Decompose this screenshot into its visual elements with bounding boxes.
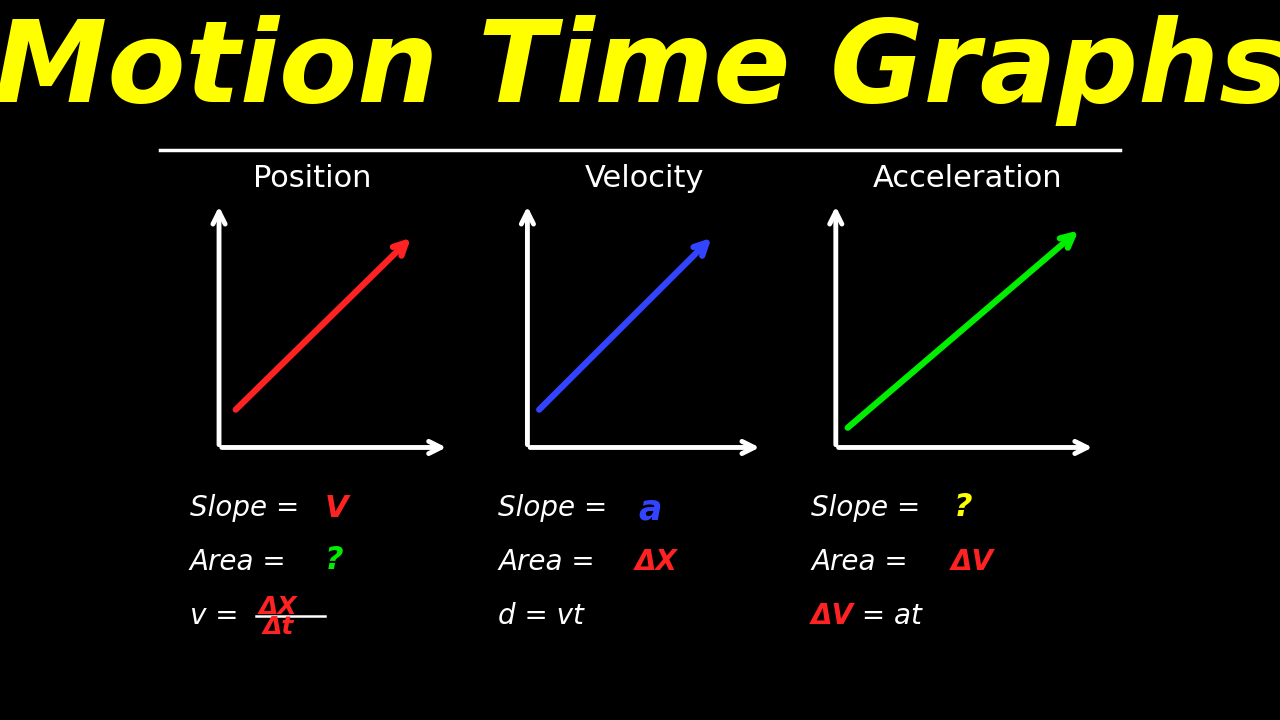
Text: d = vt: d = vt: [498, 602, 584, 630]
Text: ?: ?: [954, 492, 972, 523]
Text: Position: Position: [252, 164, 371, 193]
Text: Slope =: Slope =: [498, 495, 616, 523]
Text: v =: v =: [189, 602, 247, 630]
Text: Motion Time Graphs: Motion Time Graphs: [0, 15, 1280, 127]
Text: Area =: Area =: [498, 548, 604, 576]
Text: V: V: [325, 494, 348, 523]
Text: Δt: Δt: [264, 615, 294, 639]
Text: Acceleration: Acceleration: [873, 164, 1062, 193]
Text: Area =: Area =: [812, 548, 916, 576]
Text: a: a: [637, 493, 662, 527]
Text: ΔX: ΔX: [635, 548, 678, 576]
Text: ΔX: ΔX: [259, 595, 297, 618]
Text: Velocity: Velocity: [585, 164, 705, 193]
Text: ΔV: ΔV: [812, 602, 854, 630]
Text: Slope =: Slope =: [189, 495, 307, 523]
Text: Area =: Area =: [189, 548, 296, 576]
Text: = at: = at: [854, 602, 923, 630]
Text: Slope =: Slope =: [812, 495, 929, 523]
Text: ?: ?: [325, 545, 343, 576]
Text: ΔV: ΔV: [951, 548, 995, 576]
